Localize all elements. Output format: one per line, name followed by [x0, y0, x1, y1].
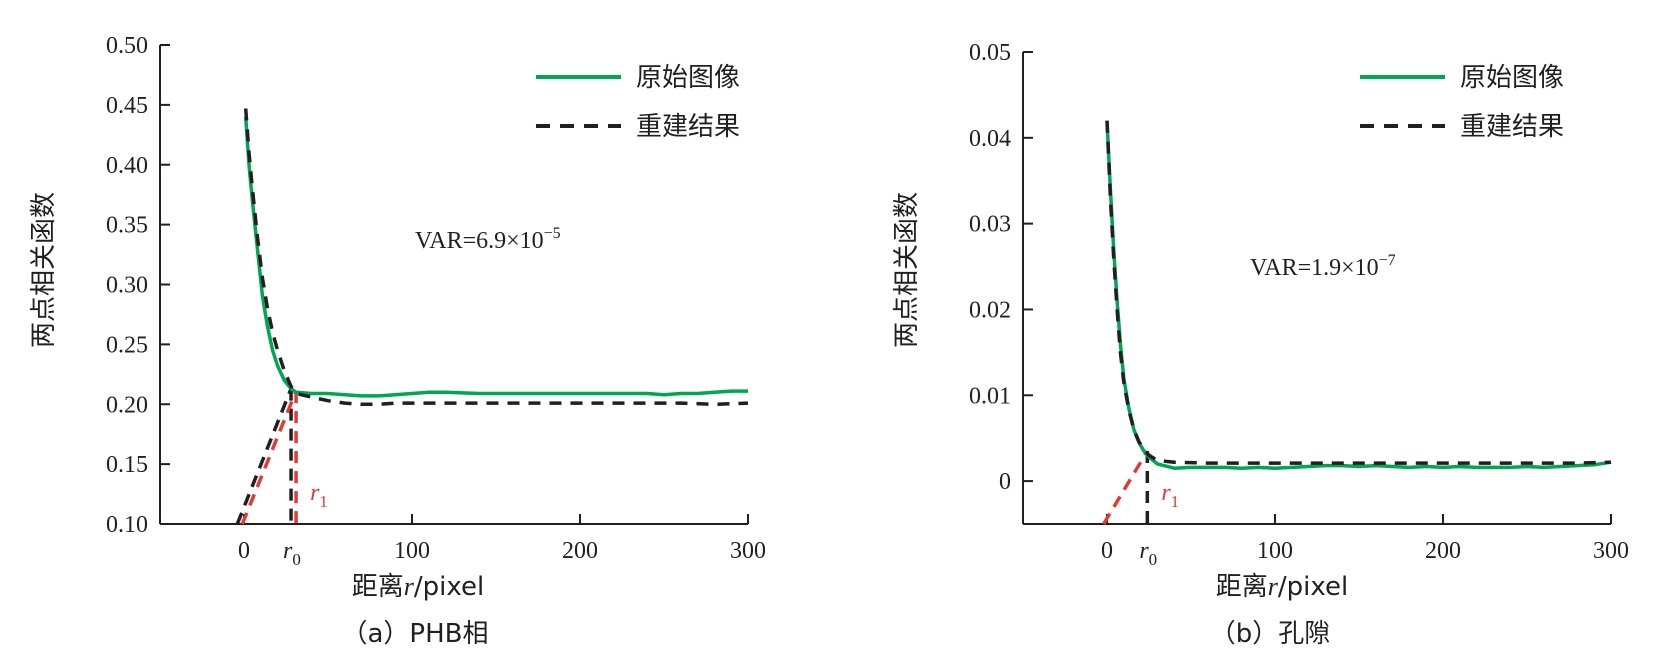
r1-label: r1 — [1161, 480, 1179, 511]
x-axis-title: 距离r/pixel — [352, 572, 484, 602]
tangent-line-red — [1102, 450, 1149, 525]
y-tick-label: 0.15 — [106, 452, 148, 478]
y-tick-label: 0.02 — [969, 297, 1011, 323]
x-tick-label: 100 — [1257, 538, 1293, 564]
legend-label-original: 原始图像 — [636, 63, 740, 93]
chart-panel-a: 两点相关函数 0.100.150.200.250.300.350.400.450… — [29, 33, 766, 649]
y-tick-label: 0.10 — [106, 512, 148, 538]
y-tick-label: 0.35 — [106, 213, 148, 239]
panel-caption: （a）PHB相 — [342, 619, 489, 649]
legend-label-reconstructed: 重建结果 — [1460, 112, 1564, 142]
tangent-line-red — [240, 390, 298, 525]
y-tick-label: 0.50 — [106, 33, 148, 59]
y-tick-label: 0.05 — [969, 40, 1011, 66]
series-line-reconstructed — [1105, 120, 1612, 465]
var-annotation: VAR=6.9×10−5 — [415, 225, 561, 254]
x-tick-label: 300 — [1593, 538, 1629, 564]
y-tick-label: 0.04 — [969, 126, 1011, 152]
x-tick-label: 0 — [238, 538, 250, 564]
x-axis-title: 距离r/pixel — [1216, 572, 1348, 602]
legend-label-reconstructed: 重建结果 — [636, 112, 740, 142]
r0-label: r0 — [1139, 538, 1157, 569]
y-axis-title: 两点相关函数 — [892, 192, 922, 348]
series-line-reconstructed — [243, 108, 749, 407]
tangent-line-dark — [235, 388, 293, 525]
chart-panel-b: 两点相关函数 0 0.01 0.02 0.03 0.04 0.05 0 100 200 300 r0… — [892, 40, 1629, 649]
x-tick-label: 100 — [394, 538, 430, 564]
y-tick-label: 0.20 — [106, 392, 148, 418]
y-tick-label: 0.03 — [969, 212, 1011, 238]
var-annotation: VAR=1.9×10−7 — [1250, 252, 1396, 281]
r1-label: r1 — [310, 480, 328, 511]
legend: 原始图像 重建结果 — [1360, 63, 1564, 142]
series-line-original — [243, 116, 748, 398]
y-tick-label: 0.30 — [106, 273, 148, 299]
y-tick-label: 0.25 — [106, 332, 148, 358]
series-line-original — [1105, 120, 1612, 470]
plot-area: 0.10 0.15 0.20 0.25 0.30 0.35 0.40 0.45 0.50 0 100… — [106, 33, 766, 569]
panel-caption: （b）孔隙 — [1210, 619, 1331, 649]
y-axis-title: 两点相关函数 — [29, 192, 59, 348]
y-tick-label: 0.40 — [106, 153, 148, 179]
x-tick-label: 200 — [1425, 538, 1461, 564]
legend-label-original: 原始图像 — [1460, 63, 1564, 93]
y-tick-label: 0 — [999, 469, 1011, 495]
x-tick-label: 0 — [1101, 538, 1113, 564]
r0-label: r0 — [283, 538, 301, 569]
x-tick-label: 200 — [562, 538, 598, 564]
y-tick-label: 0.01 — [969, 383, 1011, 409]
legend: 原始图像 重建结果 — [536, 63, 740, 142]
x-tick-label: 300 — [730, 538, 766, 564]
y-tick-label: 0.45 — [106, 93, 148, 119]
